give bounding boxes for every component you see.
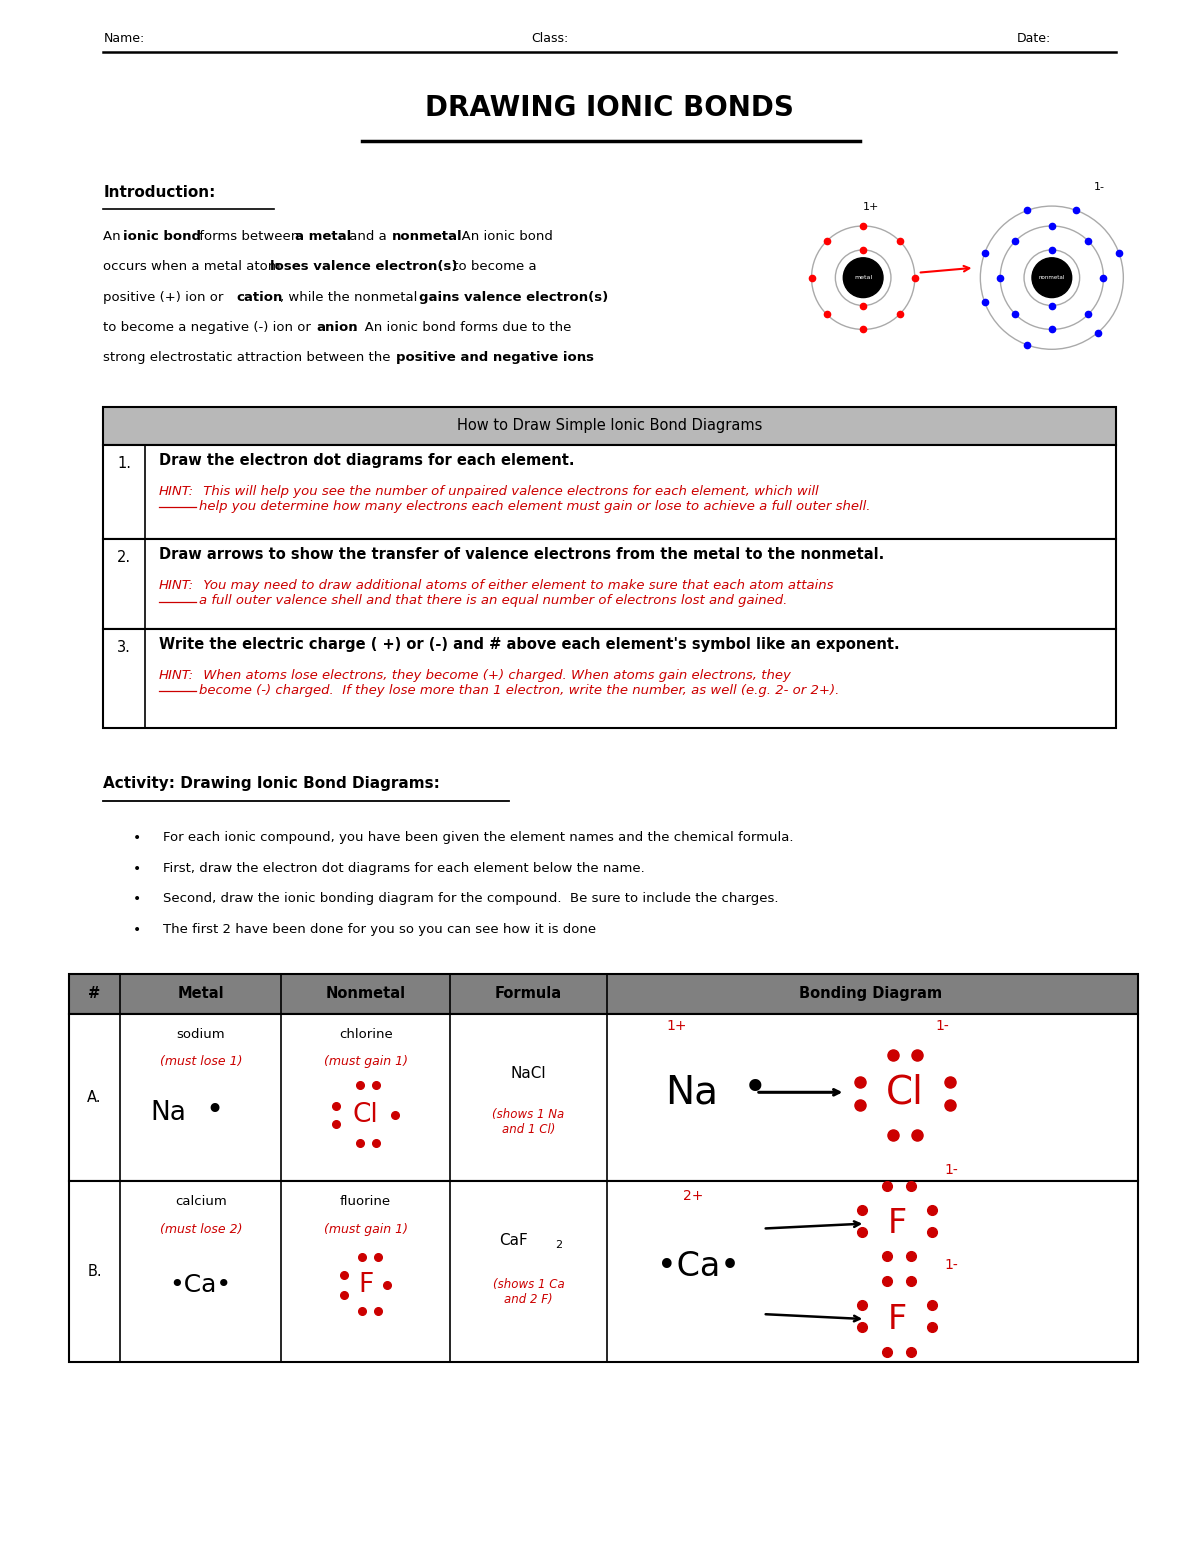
Text: positive (+) ion or: positive (+) ion or — [103, 290, 228, 304]
Text: Metal: Metal — [178, 986, 224, 1002]
Text: Write the electric charge ( +) or (-) and # above each element's symbol like an : Write the electric charge ( +) or (-) an… — [160, 637, 900, 652]
FancyBboxPatch shape — [103, 407, 1116, 444]
Text: •: • — [205, 1096, 224, 1124]
Text: fluorine: fluorine — [340, 1194, 391, 1208]
Text: (must gain 1): (must gain 1) — [324, 1056, 408, 1068]
Text: (shows 1 Na
and 1 Cl): (shows 1 Na and 1 Cl) — [492, 1109, 565, 1137]
Text: •: • — [133, 862, 142, 876]
Text: Class:: Class: — [532, 33, 569, 45]
Text: •Ca•: •Ca• — [656, 1250, 739, 1283]
Text: F: F — [887, 1303, 906, 1336]
FancyBboxPatch shape — [68, 1180, 1139, 1362]
Text: B.: B. — [88, 1264, 102, 1278]
Text: Draw arrows to show the transfer of valence electrons from the metal to the nonm: Draw arrows to show the transfer of vale… — [160, 547, 884, 562]
Text: a metal: a metal — [295, 230, 352, 242]
Text: 2.: 2. — [118, 550, 131, 565]
Text: 2: 2 — [554, 1241, 562, 1250]
Text: CaF: CaF — [499, 1233, 528, 1249]
Text: 1-: 1- — [944, 1258, 959, 1272]
Text: Second, draw the ionic bonding diagram for the compound.  Be sure to include the: Second, draw the ionic bonding diagram f… — [163, 893, 779, 905]
Text: •: • — [743, 1068, 768, 1110]
Text: •: • — [133, 893, 142, 907]
Text: .  An ionic bond forms due to the: . An ionic bond forms due to the — [353, 321, 571, 334]
Text: ionic bond: ionic bond — [124, 230, 202, 242]
Text: F: F — [358, 1272, 373, 1298]
Text: •Ca•: •Ca• — [169, 1273, 232, 1297]
FancyBboxPatch shape — [68, 974, 1139, 1014]
Text: Nonmetal: Nonmetal — [325, 986, 406, 1002]
Text: .: . — [583, 351, 587, 365]
Text: HINT:: HINT: — [160, 485, 194, 497]
Text: (must lose 2): (must lose 2) — [160, 1222, 242, 1236]
Text: 1+: 1+ — [863, 202, 880, 213]
Text: .  An ionic bond: . An ionic bond — [450, 230, 553, 242]
Text: chlorine: chlorine — [338, 1028, 392, 1041]
Text: sodium: sodium — [176, 1028, 226, 1041]
Text: (shows 1 Ca
and 2 F): (shows 1 Ca and 2 F) — [493, 1278, 564, 1306]
Text: gains valence electron(s): gains valence electron(s) — [419, 290, 608, 304]
Text: and a: and a — [346, 230, 391, 242]
Text: (must gain 1): (must gain 1) — [324, 1222, 408, 1236]
Text: 1-: 1- — [936, 1019, 949, 1033]
Text: 2+: 2+ — [683, 1188, 703, 1202]
Text: The first 2 have been done for you so you can see how it is done: The first 2 have been done for you so yo… — [163, 922, 596, 936]
Text: nonmetal: nonmetal — [1039, 275, 1066, 280]
Text: A.: A. — [88, 1090, 102, 1104]
FancyBboxPatch shape — [103, 629, 1116, 728]
Text: Activity: Drawing Ionic Bond Diagrams:: Activity: Drawing Ionic Bond Diagrams: — [103, 776, 440, 790]
Text: HINT:: HINT: — [160, 669, 194, 682]
FancyBboxPatch shape — [103, 444, 1116, 539]
Text: positive and negative ions: positive and negative ions — [396, 351, 594, 365]
Text: cation: cation — [236, 290, 283, 304]
FancyBboxPatch shape — [68, 1014, 1139, 1180]
Text: , while the nonmetal: , while the nonmetal — [280, 290, 421, 304]
Circle shape — [1032, 258, 1072, 298]
Text: When atoms lose electrons, they become (+) charged. When atoms gain electrons, t: When atoms lose electrons, they become (… — [199, 669, 839, 697]
Text: calcium: calcium — [175, 1194, 227, 1208]
Text: DRAWING IONIC BONDS: DRAWING IONIC BONDS — [426, 93, 794, 121]
Text: (must lose 1): (must lose 1) — [160, 1056, 242, 1068]
Text: 1+: 1+ — [666, 1019, 686, 1033]
Text: NaCl: NaCl — [511, 1065, 546, 1081]
Text: 1.: 1. — [118, 455, 131, 471]
Text: to become a: to become a — [450, 261, 538, 273]
Text: Draw the electron dot diagrams for each element.: Draw the electron dot diagrams for each … — [160, 453, 575, 467]
Text: occurs when a metal atom: occurs when a metal atom — [103, 261, 286, 273]
Text: Cl: Cl — [886, 1073, 924, 1112]
Text: Na: Na — [665, 1073, 718, 1112]
Text: strong electrostatic attraction between the: strong electrostatic attraction between … — [103, 351, 395, 365]
Text: 1-: 1- — [1094, 182, 1105, 193]
Text: Introduction:: Introduction: — [103, 185, 216, 200]
Text: Date:: Date: — [1018, 33, 1051, 45]
Text: Cl: Cl — [353, 1103, 378, 1127]
Text: nonmetal: nonmetal — [392, 230, 462, 242]
Text: •: • — [133, 831, 142, 845]
Text: For each ionic compound, you have been given the element names and the chemical : For each ionic compound, you have been g… — [163, 831, 793, 843]
Text: Formula: Formula — [494, 986, 562, 1002]
Text: How to Draw Simple Ionic Bond Diagrams: How to Draw Simple Ionic Bond Diagrams — [457, 418, 763, 433]
Text: Name:: Name: — [103, 33, 145, 45]
Text: First, draw the electron dot diagrams for each element below the name.: First, draw the electron dot diagrams fo… — [163, 862, 644, 874]
Text: anion: anion — [317, 321, 358, 334]
Circle shape — [844, 258, 883, 298]
Text: 3.: 3. — [118, 640, 131, 655]
Text: #: # — [89, 986, 101, 1002]
Text: You may need to draw additional atoms of either element to make sure that each a: You may need to draw additional atoms of… — [199, 579, 833, 607]
Text: Bonding Diagram: Bonding Diagram — [798, 986, 942, 1002]
Text: 1-: 1- — [944, 1163, 959, 1177]
Text: HINT:: HINT: — [160, 579, 194, 592]
Text: F: F — [887, 1207, 906, 1241]
Text: forms between: forms between — [196, 230, 304, 242]
FancyBboxPatch shape — [103, 539, 1116, 629]
Text: Na: Na — [150, 1100, 186, 1126]
Text: This will help you see the number of unpaired valence electrons for each element: This will help you see the number of unp… — [199, 485, 870, 512]
Text: metal: metal — [854, 275, 872, 280]
Text: to become a negative (-) ion or: to become a negative (-) ion or — [103, 321, 316, 334]
Text: loses valence electron(s): loses valence electron(s) — [270, 261, 457, 273]
Text: An: An — [103, 230, 125, 242]
Text: •: • — [133, 922, 142, 936]
